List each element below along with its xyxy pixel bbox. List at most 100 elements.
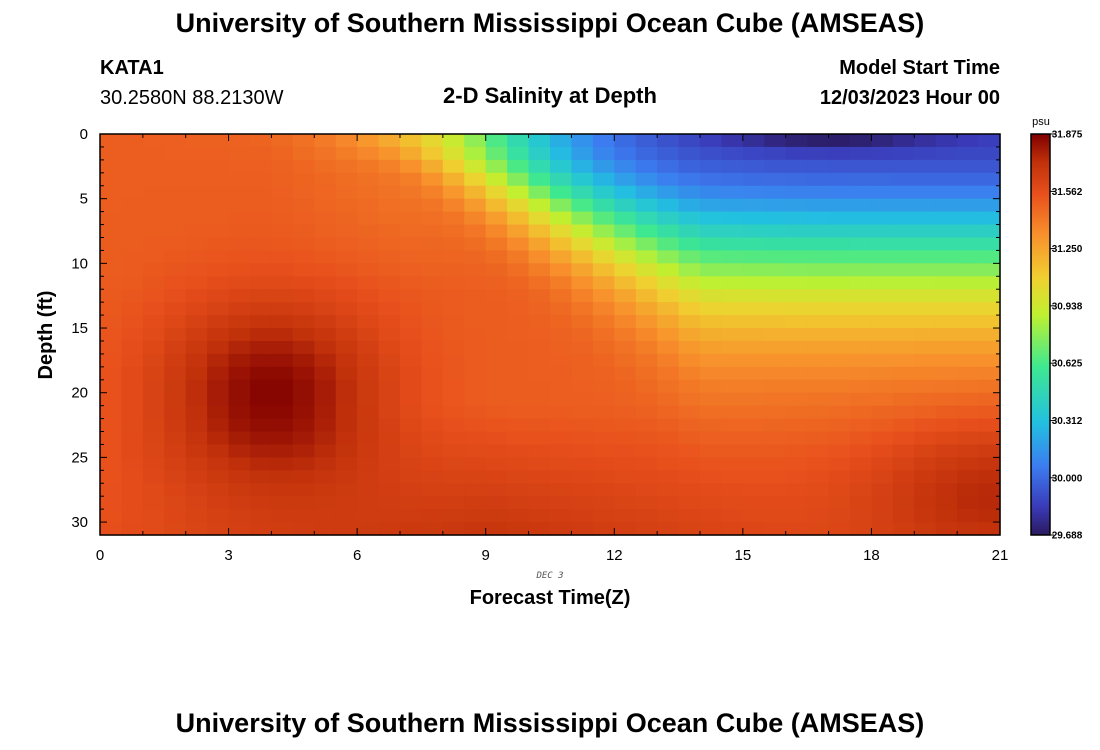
- heatmap-cell: [464, 457, 487, 471]
- heatmap-cell: [142, 328, 165, 342]
- heatmap-cell: [250, 134, 273, 148]
- heatmap-cell: [207, 263, 230, 277]
- heatmap-cell: [528, 224, 551, 239]
- heatmap-cell: [742, 470, 765, 484]
- heatmap-cell: [292, 289, 315, 303]
- heatmap-cell: [335, 340, 358, 355]
- heatmap-cell: [550, 470, 573, 484]
- heatmap-cell: [785, 431, 808, 446]
- heatmap-cell: [892, 418, 915, 433]
- x-tick-label: 21: [992, 547, 1009, 564]
- heatmap-cell: [185, 379, 208, 394]
- heatmap-cell: [378, 185, 401, 200]
- heatmap-cell: [807, 379, 830, 394]
- heatmap-cell: [614, 470, 637, 484]
- heatmap-cell: [528, 263, 551, 277]
- heatmap-cell: [764, 198, 787, 213]
- heatmap-cell: [164, 250, 187, 264]
- heatmap-cell: [807, 224, 830, 239]
- heatmap-cell: [442, 405, 465, 420]
- heatmap-cell: [250, 289, 273, 303]
- heatmap-cell: [721, 263, 744, 277]
- heatmap-cell: [850, 146, 873, 161]
- heatmap-cell: [592, 211, 615, 226]
- heatmap-cell: [892, 509, 915, 523]
- heatmap-cell: [292, 457, 315, 471]
- heatmap-cell: [528, 134, 551, 148]
- heatmap-cell: [100, 263, 123, 277]
- heatmap-cell: [100, 276, 123, 290]
- heatmap-cell: [850, 198, 873, 213]
- heatmap-cell: [700, 483, 723, 497]
- heatmap-cell: [828, 328, 851, 342]
- heatmap-cell: [378, 159, 401, 174]
- heatmap-cell: [357, 146, 380, 161]
- heatmap-cell: [271, 379, 294, 394]
- heatmap-cell: [550, 392, 573, 407]
- heatmap-cell: [807, 444, 830, 458]
- heatmap-cell: [657, 211, 680, 226]
- heatmap-cell: [142, 289, 165, 303]
- heatmap-cell: [571, 353, 594, 368]
- heatmap-cells: [100, 134, 1001, 536]
- heatmap-cell: [164, 198, 187, 213]
- heatmap-cell: [400, 457, 423, 471]
- heatmap-cell: [914, 315, 937, 329]
- heatmap-cell: [742, 379, 765, 394]
- heatmap-cell: [442, 263, 465, 277]
- heatmap-cell: [592, 522, 615, 536]
- heatmap-cell: [721, 392, 744, 407]
- heatmap-cell: [378, 250, 401, 264]
- heatmap-cell: [592, 172, 615, 187]
- heatmap-cell: [957, 289, 980, 303]
- heatmap-cell: [142, 172, 165, 187]
- heatmap-cell: [678, 172, 701, 187]
- heatmap-cell: [807, 134, 830, 148]
- heatmap-cell: [164, 263, 187, 277]
- heatmap-cell: [442, 392, 465, 407]
- heatmap-cell: [635, 289, 658, 303]
- heatmap-cell: [871, 418, 894, 433]
- heatmap-cell: [442, 198, 465, 213]
- heatmap-cell: [314, 418, 337, 433]
- heatmap-cell: [657, 250, 680, 264]
- heatmap-cell: [892, 211, 915, 226]
- heatmap-cell: [442, 134, 465, 148]
- heatmap-cell: [764, 405, 787, 420]
- heatmap-cell: [700, 366, 723, 381]
- heatmap-cell: [335, 263, 358, 277]
- heatmap-cell: [271, 457, 294, 471]
- heatmap-cell: [250, 315, 273, 329]
- heatmap-cell: [250, 496, 273, 510]
- heatmap-cell: [142, 340, 165, 355]
- heatmap-cell: [250, 366, 273, 381]
- heatmap-cell: [550, 198, 573, 213]
- heatmap-cell: [978, 379, 1001, 394]
- heatmap-cell: [957, 353, 980, 368]
- heatmap-cell: [571, 134, 594, 148]
- heatmap-cell: [764, 211, 787, 226]
- heatmap-cell: [528, 276, 551, 290]
- heatmap-cell: [421, 250, 444, 264]
- heatmap-cell: [571, 509, 594, 523]
- heatmap-cell: [528, 405, 551, 420]
- heatmap-cell: [828, 483, 851, 497]
- heatmap-cell: [914, 289, 937, 303]
- heatmap-cell: [507, 237, 530, 252]
- heatmap-cell: [721, 444, 744, 458]
- heatmap-cell: [957, 379, 980, 394]
- heatmap-cell: [185, 457, 208, 471]
- heatmap-cell: [678, 315, 701, 329]
- heatmap-cell: [657, 457, 680, 471]
- heatmap-cell: [121, 379, 144, 394]
- heatmap-cell: [957, 134, 980, 148]
- heatmap-cell: [507, 522, 530, 536]
- heatmap-cell: [828, 457, 851, 471]
- heatmap-cell: [850, 340, 873, 355]
- heatmap-cell: [378, 211, 401, 226]
- heatmap-cell: [957, 146, 980, 161]
- heatmap-cell: [978, 509, 1001, 523]
- heatmap-cell: [592, 340, 615, 355]
- heatmap-cell: [528, 431, 551, 446]
- heatmap-cell: [721, 198, 744, 213]
